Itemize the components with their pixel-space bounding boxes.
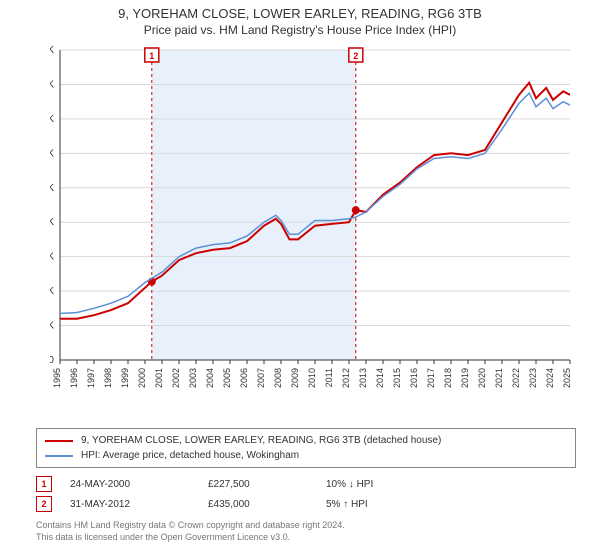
svg-text:1997: 1997 (86, 368, 96, 388)
svg-text:£700K: £700K (50, 114, 54, 125)
svg-text:2025: 2025 (562, 368, 572, 388)
svg-text:£300K: £300K (50, 252, 54, 263)
svg-text:£0: £0 (50, 355, 54, 366)
svg-text:1: 1 (149, 51, 154, 61)
svg-text:£800K: £800K (50, 79, 54, 90)
footer-line: Contains HM Land Registry data © Crown c… (36, 520, 576, 532)
legend-item-hpi: HPI: Average price, detached house, Woki… (45, 448, 567, 463)
svg-text:2006: 2006 (239, 368, 249, 388)
svg-text:2: 2 (353, 51, 358, 61)
footer: Contains HM Land Registry data © Crown c… (36, 520, 576, 543)
svg-text:2015: 2015 (392, 368, 402, 388)
svg-text:2014: 2014 (375, 368, 385, 388)
svg-text:1998: 1998 (103, 368, 113, 388)
svg-text:2010: 2010 (307, 368, 317, 388)
svg-text:1996: 1996 (69, 368, 79, 388)
svg-text:2011: 2011 (324, 368, 334, 387)
svg-text:2017: 2017 (426, 368, 436, 388)
svg-text:£900K: £900K (50, 45, 54, 56)
svg-text:2007: 2007 (256, 368, 266, 388)
legend: 9, YOREHAM CLOSE, LOWER EARLEY, READING,… (36, 428, 576, 468)
svg-text:2000: 2000 (137, 368, 147, 388)
event-price: £227,500 (208, 479, 308, 490)
svg-text:2003: 2003 (188, 368, 198, 388)
svg-text:2020: 2020 (477, 368, 487, 388)
chart: £0 £100K £200K £300K £400K £500K £600K £700K £80… (50, 44, 580, 374)
legend-swatch (45, 440, 73, 442)
svg-text:2024: 2024 (545, 368, 555, 388)
svg-text:£600K: £600K (50, 148, 54, 159)
svg-text:2019: 2019 (460, 368, 470, 388)
legend-label: HPI: Average price, detached house, Woki… (81, 448, 299, 463)
event-marker-icon: 2 (36, 496, 52, 512)
svg-text:2023: 2023 (528, 368, 538, 388)
svg-text:£100K: £100K (50, 321, 54, 332)
svg-text:2008: 2008 (273, 368, 283, 388)
chart-title: 9, YOREHAM CLOSE, LOWER EARLEY, READING,… (0, 6, 600, 21)
event-row: 2 31-MAY-2012 £435,000 5% ↑ HPI (36, 496, 576, 512)
svg-text:2016: 2016 (409, 368, 419, 388)
event-table: 1 24-MAY-2000 £227,500 10% ↓ HPI 2 31-MA… (36, 472, 576, 516)
legend-swatch (45, 455, 73, 457)
svg-text:£500K: £500K (50, 183, 54, 194)
event-row: 1 24-MAY-2000 £227,500 10% ↓ HPI (36, 476, 576, 492)
legend-label: 9, YOREHAM CLOSE, LOWER EARLEY, READING,… (81, 433, 441, 448)
svg-text:1999: 1999 (120, 368, 130, 388)
footer-line: This data is licensed under the Open Gov… (36, 532, 576, 544)
svg-text:£400K: £400K (50, 217, 54, 228)
svg-text:2002: 2002 (171, 368, 181, 388)
event-price: £435,000 (208, 499, 308, 510)
event-hpi-delta: 10% ↓ HPI (326, 479, 426, 490)
event-date: 31-MAY-2012 (70, 499, 190, 510)
svg-text:2013: 2013 (358, 368, 368, 388)
svg-text:2018: 2018 (443, 368, 453, 388)
svg-text:2009: 2009 (290, 368, 300, 388)
svg-text:1995: 1995 (52, 368, 62, 388)
event-marker-icon: 1 (36, 476, 52, 492)
chart-subtitle: Price paid vs. HM Land Registry's House … (0, 23, 600, 37)
legend-item-property: 9, YOREHAM CLOSE, LOWER EARLEY, READING,… (45, 433, 567, 448)
svg-text:2005: 2005 (222, 368, 232, 388)
svg-text:2001: 2001 (154, 368, 164, 388)
event-hpi-delta: 5% ↑ HPI (326, 499, 426, 510)
svg-text:2004: 2004 (205, 368, 215, 388)
svg-text:2012: 2012 (341, 368, 351, 388)
svg-text:£200K: £200K (50, 286, 54, 297)
svg-text:2021: 2021 (494, 368, 504, 388)
svg-text:2022: 2022 (511, 368, 521, 388)
event-date: 24-MAY-2000 (70, 479, 190, 490)
